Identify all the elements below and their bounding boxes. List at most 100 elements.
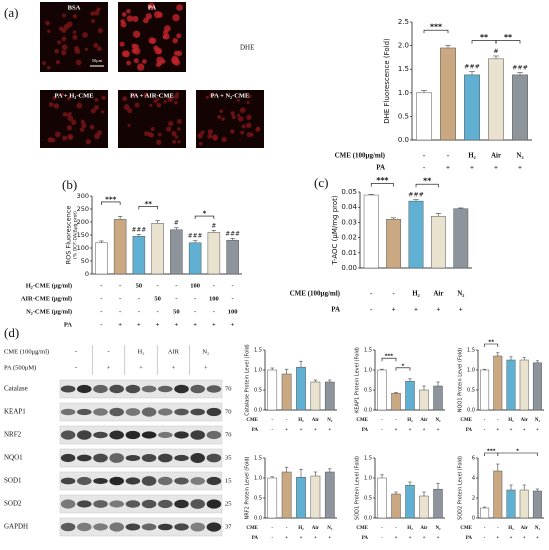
cell bbox=[61, 13, 66, 18]
band bbox=[174, 408, 189, 416]
band bbox=[77, 476, 92, 486]
y-tick-label: 300 bbox=[77, 192, 89, 200]
condition-label: CME bbox=[356, 526, 368, 531]
condition-cell: Air bbox=[312, 418, 320, 423]
bar bbox=[519, 359, 529, 411]
y-tick-label: 1.0 bbox=[398, 89, 409, 97]
image-label: PA + AIR-CME bbox=[130, 92, 174, 99]
condition-cell: + bbox=[523, 536, 526, 541]
band bbox=[109, 522, 124, 532]
significance-bracket bbox=[381, 357, 397, 362]
band bbox=[174, 454, 189, 462]
cell bbox=[239, 107, 246, 114]
condition-cell: H₂ bbox=[508, 418, 514, 423]
y-axis-label: DHE Fluorescence (Fold) bbox=[383, 38, 391, 124]
cell bbox=[47, 137, 53, 143]
bar bbox=[532, 362, 542, 411]
cell bbox=[207, 133, 213, 139]
condition-cell: + bbox=[300, 536, 303, 541]
cell bbox=[150, 37, 157, 44]
condition-cell: + bbox=[137, 321, 141, 328]
y-tick-label: 2.0 bbox=[398, 42, 409, 50]
condition-cell: - bbox=[395, 418, 397, 423]
bar bbox=[433, 488, 443, 519]
cell bbox=[172, 139, 177, 144]
band bbox=[60, 522, 76, 532]
significance-star: * bbox=[516, 449, 519, 455]
condition-cell: + bbox=[536, 536, 539, 541]
condition-cell: - bbox=[175, 295, 177, 302]
condition-cell: N₂ bbox=[435, 418, 441, 423]
cell bbox=[250, 132, 254, 137]
band bbox=[93, 523, 108, 531]
condition-cell: 50 bbox=[173, 308, 180, 315]
band bbox=[60, 430, 76, 440]
y-tick-label: 0.04 bbox=[341, 203, 357, 211]
micrograph bbox=[196, 90, 264, 148]
bar bbox=[506, 359, 516, 411]
bar bbox=[324, 471, 335, 519]
condition-cell: - bbox=[484, 536, 486, 541]
cell bbox=[236, 98, 240, 102]
cell bbox=[172, 14, 180, 22]
panel-label: (b) bbox=[62, 177, 77, 192]
band bbox=[190, 477, 205, 485]
condition-label: AIR-CME (μg/ml) bbox=[21, 295, 72, 302]
y-tick-label: 0 bbox=[85, 270, 89, 278]
condition-cell: N₂ bbox=[535, 418, 541, 423]
cell bbox=[143, 17, 149, 24]
condition-cell: - bbox=[194, 295, 196, 302]
bar bbox=[386, 219, 402, 269]
cell bbox=[142, 59, 147, 64]
cell bbox=[123, 50, 130, 58]
cell bbox=[133, 58, 139, 64]
condition-cell: - bbox=[138, 295, 140, 302]
condition-cell: - bbox=[381, 536, 383, 541]
y-tick-label: 0.5 bbox=[254, 388, 262, 394]
band bbox=[158, 408, 173, 416]
condition-cell: + bbox=[328, 428, 331, 433]
y-tick-label: 150 bbox=[77, 231, 89, 239]
y-tick-label: 1.5 bbox=[398, 65, 409, 73]
cell bbox=[155, 62, 161, 68]
condition-cell: N₂ bbox=[457, 290, 464, 298]
blot-strip bbox=[59, 402, 223, 422]
significance-bracket bbox=[138, 206, 158, 210]
blot-header-cell: - bbox=[75, 364, 77, 371]
cell bbox=[145, 13, 152, 20]
cell bbox=[157, 132, 162, 137]
condition-cell: + bbox=[300, 428, 303, 433]
blot-strip bbox=[59, 448, 223, 468]
cell bbox=[245, 122, 252, 129]
bar bbox=[281, 471, 292, 519]
blot-header-cell: - bbox=[75, 348, 77, 355]
condition-label: CME bbox=[460, 526, 472, 531]
bar bbox=[296, 476, 306, 519]
cell bbox=[230, 111, 235, 116]
cell bbox=[61, 36, 67, 42]
band bbox=[206, 430, 222, 440]
cell bbox=[82, 32, 88, 38]
bar bbox=[310, 475, 321, 519]
y-tick-label: 0.0 bbox=[254, 408, 262, 414]
condition-label: PA bbox=[64, 321, 72, 328]
cell bbox=[174, 100, 178, 105]
cell bbox=[48, 102, 54, 107]
band bbox=[206, 522, 222, 532]
condition-cell: H₂ bbox=[508, 526, 514, 531]
band bbox=[141, 499, 157, 509]
bar bbox=[440, 47, 456, 141]
cell bbox=[93, 42, 99, 48]
blot-header-cell: + bbox=[107, 364, 111, 371]
kda-label: 70 bbox=[225, 408, 232, 415]
cell bbox=[72, 14, 77, 19]
cell bbox=[246, 114, 252, 121]
significance-bracket bbox=[194, 215, 215, 220]
y-tick-label: 1.5 bbox=[254, 456, 262, 462]
cell bbox=[53, 103, 60, 109]
bar bbox=[419, 495, 429, 519]
cell bbox=[96, 46, 102, 52]
bar bbox=[324, 381, 335, 411]
cell bbox=[246, 100, 250, 105]
